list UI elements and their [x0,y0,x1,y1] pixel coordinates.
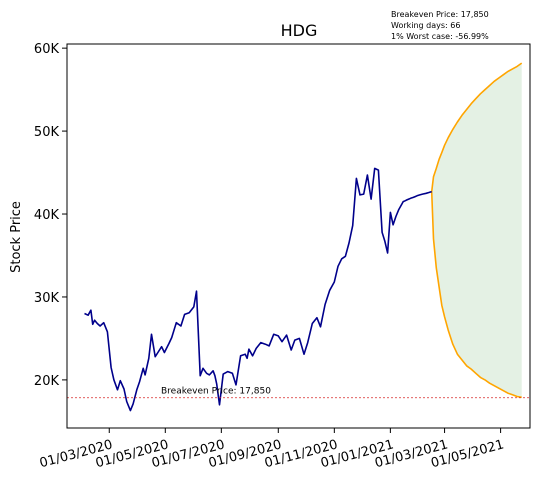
plot-frame [66,43,531,429]
y-axis: 20K 30K 40K 50K 60K [34,42,67,389]
info-breakeven: Breakeven Price: 17,850 [391,10,489,19]
forecast-band [431,63,522,398]
y-tick-label: 50K [34,125,60,140]
y-tick-label: 40K [34,208,60,223]
series-layer [84,62,523,412]
x-axis: 01/03/202001/05/202001/07/202001/09/2020… [38,428,506,471]
forecast-upper-line [430,62,523,192]
y-tick-label: 30K [34,291,60,306]
info-working-days: Working days: 66 [391,21,460,30]
chart-title: HDG [281,21,318,40]
y-tick-label: 20K [34,374,60,389]
historical-line [84,167,432,412]
forecast-band-layer [431,63,522,398]
breakeven-label: Breakeven Price: 17,850 [161,387,271,397]
forecast-lower-line [430,191,522,399]
info-worst-case: 1% Worst case: -56.99% [391,32,489,41]
y-axis-label: Stock Price [9,201,24,273]
y-tick-label: 60K [34,42,60,57]
